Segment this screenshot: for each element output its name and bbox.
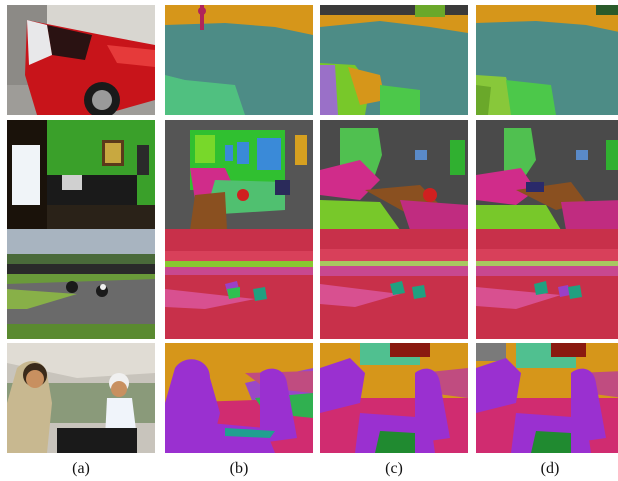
row4-ground-truth-segmentation: [165, 343, 313, 453]
caption-c: (c): [385, 460, 403, 477]
row4-prediction-c: [320, 343, 468, 453]
caption-b: (b): [229, 460, 249, 477]
row2-ground-truth-segmentation: [165, 120, 313, 230]
row4-prediction-d: [476, 343, 618, 453]
row2-prediction-d: [476, 120, 618, 230]
row1-prediction-d: [476, 5, 618, 115]
row2-original-photo: [7, 120, 155, 230]
row1-original-photo: [7, 5, 155, 115]
row3-original-photo: [7, 229, 155, 339]
caption-a: (a): [72, 460, 90, 477]
row1-prediction-c: [320, 5, 468, 115]
row1-ground-truth-segmentation: [165, 5, 313, 115]
row3-prediction-d: [476, 229, 618, 339]
row2-prediction-c: [320, 120, 468, 230]
row3-prediction-c: [320, 229, 468, 339]
row3-ground-truth-segmentation: [165, 229, 313, 339]
row4-original-photo: [7, 343, 155, 453]
caption-d: (d): [540, 460, 560, 477]
